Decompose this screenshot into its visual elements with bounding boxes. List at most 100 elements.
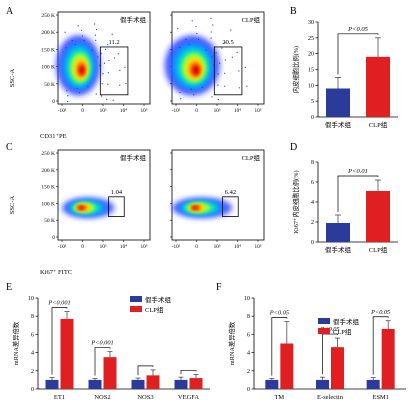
- event-dot: [95, 28, 98, 31]
- x-tick-label: 假手术组: [325, 245, 352, 254]
- gate-box: [222, 196, 239, 218]
- legend-swatch: [318, 318, 330, 324]
- event-dot: [74, 44, 76, 46]
- event-dot: [104, 48, 107, 51]
- bar: [326, 88, 350, 117]
- x-tick-label: NOS3: [137, 394, 153, 401]
- event-dot: [224, 72, 226, 74]
- y-tick-label: 10: [308, 83, 314, 89]
- x-tick-label: CLP组: [369, 120, 388, 129]
- event-dot: [108, 59, 110, 61]
- y-tick-label: 0: [247, 387, 250, 393]
- bar: [366, 56, 390, 117]
- density-cloud: [172, 197, 233, 218]
- bar: [366, 379, 380, 389]
- y-tick-label: 200 K: [41, 30, 55, 36]
- legend-swatch: [130, 296, 142, 302]
- x-tick-label: -10³: [58, 244, 67, 250]
- y-tick-label: 0: [31, 387, 34, 393]
- y-tick-label: 200 K: [41, 168, 55, 174]
- event-dot: [190, 88, 192, 90]
- gate-value: 6.42: [225, 189, 236, 196]
- x-tick-label: 10⁴: [120, 244, 127, 250]
- significance-label: P<0.05: [269, 310, 289, 317]
- event-dot: [179, 46, 181, 49]
- significance-label: P<0.05: [370, 309, 390, 316]
- x-tick-label: 10⁴: [234, 108, 241, 114]
- event-dot: [95, 93, 97, 95]
- x-tick-label: VEGFA: [178, 394, 199, 401]
- event-dot: [67, 100, 69, 103]
- event-dot: [94, 23, 96, 25]
- significance-bracket: [137, 365, 154, 376]
- gate-box: [99, 46, 129, 96]
- event-dot: [103, 62, 106, 64]
- density-cloud: [164, 17, 248, 101]
- x-tick-label: 假手术组: [325, 120, 352, 129]
- panel-letter-e: E: [6, 282, 12, 293]
- panel-letter-c: C: [6, 142, 13, 153]
- y-tick-label: 6: [247, 332, 250, 338]
- event-dot: [217, 73, 219, 75]
- x-tick-label: ET1: [54, 394, 65, 401]
- y-axis-label: mRNA差异倍数: [11, 321, 20, 365]
- event-dot: [246, 85, 248, 87]
- y-tick-label: 2: [31, 369, 34, 375]
- event-dot: [80, 29, 83, 31]
- panel-d-bar-chart: 0 2 4 6 8 Ki67⁺内皮细胞比例(%) 假手术组 CLP组 P<0.01: [291, 160, 398, 254]
- bar: [366, 191, 390, 242]
- significance-bracket: [180, 370, 197, 375]
- y-tick-label: 0: [52, 99, 55, 105]
- panel-a-ylabel: SSC-A: [9, 68, 16, 87]
- y-tick-label: 4: [311, 200, 314, 206]
- density-level: [78, 65, 85, 76]
- event-dot: [210, 37, 212, 39]
- x-tick-label: 10⁵: [255, 108, 262, 114]
- event-dot: [76, 87, 78, 90]
- event-dot: [238, 87, 240, 89]
- bar: [316, 379, 329, 389]
- gate-value: 1.04: [111, 189, 123, 196]
- panel-letter-d: D: [290, 142, 297, 153]
- event-dot: [221, 47, 223, 49]
- y-tick-label: 50 K: [44, 218, 55, 224]
- y-tick-label: 250 K: [41, 13, 55, 19]
- y-tick-label: 50 K: [44, 82, 55, 88]
- event-dot: [231, 56, 233, 58]
- bar: [331, 347, 344, 389]
- y-tick-label: 150 K: [41, 47, 55, 53]
- panel-b-bar-chart: 0 5 10 15 20 25 30 内皮细胞比例(%) 假手术组 CLP组 P<0.05: [291, 20, 398, 129]
- event-dot: [201, 86, 203, 89]
- event-dot: [224, 41, 226, 44]
- y-tick-label: 100 K: [41, 201, 55, 207]
- plot-title: CLP组: [242, 15, 261, 24]
- y-tick-label: 8: [247, 314, 250, 320]
- y-tick-label: 0: [52, 235, 55, 241]
- y-tick-label: 30: [308, 20, 314, 26]
- event-dot: [210, 31, 212, 33]
- plot-title: 假手术组: [120, 153, 147, 162]
- event-dot: [81, 35, 84, 37]
- y-axis-label: mRNA差异倍数: [227, 321, 236, 365]
- y-axis-label: 内皮细胞比例(%): [291, 46, 300, 93]
- gate-value: 11.2: [109, 39, 120, 46]
- event-dot: [101, 83, 103, 85]
- event-dot: [91, 49, 93, 51]
- y-tick-label: 0: [311, 240, 314, 246]
- y-tick-label: 100 K: [41, 65, 55, 71]
- plot-frame: [171, 149, 265, 241]
- y-tick-label: 25: [308, 36, 314, 42]
- y-tick-label: 10: [244, 296, 250, 302]
- significance-bracket: [337, 33, 379, 75]
- event-dot: [219, 62, 221, 64]
- event-dot: [179, 91, 181, 94]
- panel-letter-a: A: [6, 6, 14, 17]
- event-dot: [217, 84, 219, 86]
- event-dot: [215, 52, 217, 54]
- event-dot: [224, 85, 226, 87]
- event-dot: [101, 95, 103, 97]
- event-dot: [113, 57, 116, 59]
- bar: [45, 379, 59, 389]
- event-dot: [230, 29, 232, 31]
